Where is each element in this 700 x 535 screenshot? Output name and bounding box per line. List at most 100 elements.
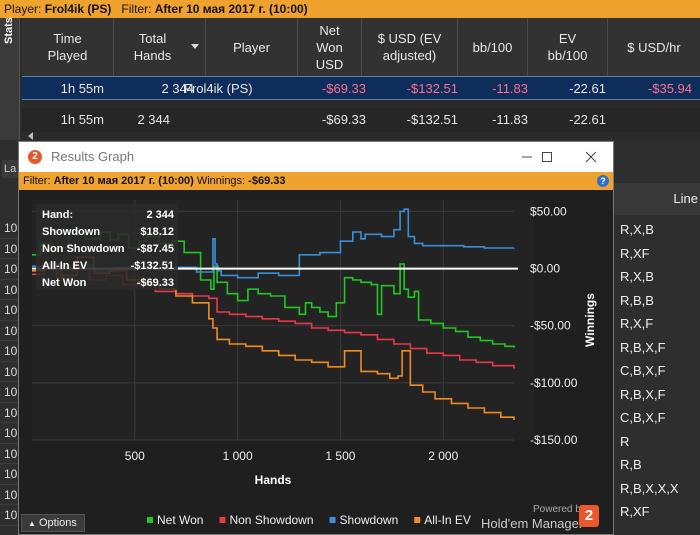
legend-label: Showdown <box>340 513 399 527</box>
column-usd-hr[interactable]: $ USD/hr <box>608 18 700 76</box>
cell-time-played: 1h 55m <box>60 81 104 96</box>
cell-bb100: -11.83 <box>492 112 528 127</box>
brand-logo-icon: 2 <box>579 505 599 527</box>
list-item[interactable]: 10 <box>0 464 26 485</box>
list-item[interactable]: 10 <box>0 280 26 300</box>
winnings-value: -$69.33 <box>248 175 286 187</box>
options-label: Options <box>38 517 77 529</box>
column-label: bb/100 <box>472 39 513 55</box>
line-column: R,X,B R,XF R,X,B R,B,B R,X,F R,B,X,F C,B… <box>612 218 700 524</box>
column-label: $ USD (EV adjusted) <box>377 31 442 63</box>
tooltip-value: $18.12 <box>140 226 174 238</box>
column-ev-adjusted[interactable]: $ USD (EV adjusted) <box>362 18 458 76</box>
close-icon[interactable] <box>581 147 601 167</box>
cell-ev-bb100: -22.61 <box>569 81 606 96</box>
list-item[interactable]: 10 <box>0 485 26 505</box>
table-row-selected[interactable]: 1h 55m 2 344 Frol4ik (PS) -$69.33 -$132.… <box>22 76 700 100</box>
hands-date-column: 10 10 10 10 10 10 10 10 10 10 10 10 10 1… <box>0 218 26 526</box>
grid-header: Time Played Total Hands Player Net Won U… <box>22 18 700 76</box>
list-item[interactable]: 10 <box>0 321 26 341</box>
column-total-hands[interactable]: Total Hands <box>114 18 206 76</box>
winnings-label: Winnings: <box>196 175 246 187</box>
list-item[interactable]: 10 <box>0 341 26 362</box>
column-label: EV bb/100 <box>547 31 588 63</box>
cell-player: Frol4ik (PS) <box>184 81 253 96</box>
column-label: Net Won USD <box>315 22 344 72</box>
cell-total-hands: 2 344 <box>161 81 194 96</box>
hands-tab-hint[interactable]: La <box>2 160 18 178</box>
options-button[interactable]: ▲ Options <box>21 514 85 532</box>
list-item[interactable]: R,B,B <box>620 292 654 308</box>
list-item[interactable]: R,B,X,X,X <box>620 480 679 496</box>
list-item[interactable]: 10 <box>0 218 26 239</box>
stats-tab[interactable]: Stats <box>0 17 20 140</box>
list-item[interactable]: 10 <box>0 382 26 403</box>
list-item[interactable]: 10 <box>0 505 26 526</box>
list-item[interactable]: C,B,X,F <box>620 410 666 425</box>
legend: Net Won Non Showdown Showdown All-In EV <box>19 510 613 534</box>
x-tick-label: 1 500 <box>325 449 355 463</box>
list-item[interactable]: 10 <box>0 403 26 423</box>
cell-net-won: -$69.33 <box>321 81 366 96</box>
y-tick-label: $0.00 <box>530 262 560 276</box>
column-time-played[interactable]: Time Played <box>22 18 114 76</box>
scroll-left-icon[interactable] <box>28 132 33 140</box>
y-tick-label: -$50.00 <box>530 319 571 333</box>
column-label: Player <box>233 39 270 55</box>
tooltip-label: All-In EV <box>42 260 88 272</box>
tooltip-value: -$87.45 <box>137 243 174 255</box>
list-item[interactable]: 10 <box>0 300 26 321</box>
powered-by-label: Powered by <box>533 504 586 515</box>
y-tick-label: -$150.00 <box>530 433 578 447</box>
filter-value: After 10 мая 2017 г. (10:00) <box>154 2 308 16</box>
list-item[interactable]: R,X,B <box>620 222 654 237</box>
list-item[interactable]: C,B,X,F <box>620 363 666 378</box>
list-item[interactable]: 10 <box>0 362 26 382</box>
list-item[interactable]: R,X,B <box>620 269 654 284</box>
filter-label: Filter: <box>23 175 51 187</box>
legend-swatch <box>414 517 421 523</box>
legend-swatch <box>147 517 153 523</box>
app-logo-icon: 2 <box>28 150 42 164</box>
table-row-total: 1h 55m 2 344 -$69.33 -$132.51 -11.83 -22… <box>22 108 700 132</box>
x-axis-label: Hands <box>255 473 292 487</box>
tooltip-label: Net Won <box>42 277 87 289</box>
legend-label: All-In EV <box>424 513 471 527</box>
column-line[interactable]: Line <box>612 183 700 215</box>
list-item[interactable]: 10 <box>0 444 26 464</box>
brand-name: Hold'em Manager <box>481 516 584 531</box>
column-bb100[interactable]: bb/100 <box>458 18 528 76</box>
list-item[interactable]: R,X,F <box>620 316 654 331</box>
list-item[interactable]: 10 <box>0 259 26 280</box>
hover-tooltip: Hand: 2 344 Showdown $18.12 Non Showdown -$87… <box>36 204 178 290</box>
tooltip-value: 2 344 <box>146 209 174 221</box>
cell-ev-bb100: -22.61 <box>569 112 606 127</box>
window-titlebar[interactable]: 2 Results Graph <box>19 142 613 172</box>
column-label: Total Hands <box>133 31 172 63</box>
list-item[interactable]: R,B,X,F <box>620 386 666 402</box>
list-item[interactable]: 10 <box>0 239 26 259</box>
column-label: $ USD/hr <box>627 39 681 55</box>
column-player[interactable]: Player <box>206 18 298 76</box>
results-chart[interactable]: $50.00 $0.00 -$50.00 -$100.00 -$150.00 500 1 0… <box>20 190 612 510</box>
list-item[interactable]: 10 <box>0 423 26 444</box>
help-icon[interactable]: ? <box>597 175 609 187</box>
list-item[interactable]: R,XF <box>620 245 650 261</box>
results-graph-window: 2 Results Graph Filter: After 10 мая 201… <box>18 141 614 535</box>
list-item[interactable]: R,XF <box>620 504 650 519</box>
list-item[interactable]: R,B <box>620 457 642 472</box>
maximize-icon[interactable] <box>537 147 557 167</box>
column-ev-bb100[interactable]: EV bb/100 <box>528 18 608 76</box>
cell-total-hands: 2 344 <box>137 112 170 127</box>
list-item[interactable]: R <box>620 433 630 449</box>
list-item[interactable]: R,B,X,F <box>620 339 666 355</box>
tooltip-box <box>36 204 178 290</box>
cell-time-played: 1h 55m <box>60 112 104 127</box>
player-label: Player: <box>4 2 42 16</box>
tooltip-label: Hand: <box>42 209 73 221</box>
cell-ev-adjusted: -$132.51 <box>406 81 458 96</box>
legend-label: Net Won <box>157 513 203 527</box>
column-net-won[interactable]: Net Won USD <box>298 18 362 76</box>
cell-usd-hr: -$35.94 <box>647 81 692 96</box>
minimize-icon[interactable] <box>517 147 537 167</box>
